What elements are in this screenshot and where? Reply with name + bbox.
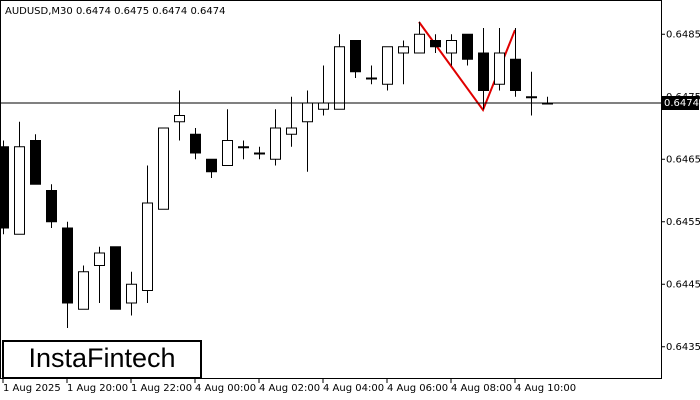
candle-body	[254, 152, 265, 155]
x-tick-label: 4 Aug 10:00	[515, 383, 576, 394]
x-tick-label: 4 Aug 04:00	[323, 383, 384, 394]
candle-body	[446, 40, 457, 54]
candle-body	[222, 140, 233, 166]
candle-body	[110, 246, 121, 310]
candle-body	[430, 40, 441, 48]
candle-body	[142, 202, 153, 291]
candle-body	[318, 102, 329, 110]
candle-body	[14, 146, 25, 235]
candle-body	[270, 127, 281, 160]
candle-body	[30, 140, 41, 185]
y-tick-label: 0.6435	[666, 342, 700, 353]
candle-body	[398, 46, 409, 54]
candle-body	[366, 77, 377, 80]
candle-body	[382, 46, 393, 85]
candle-body	[334, 46, 345, 110]
x-tick-label: 4 Aug 06:00	[387, 383, 448, 394]
plot-frame	[0, 0, 662, 379]
logo: InstaFintech	[28, 343, 175, 373]
x-tick-label: 1 Aug 20:00	[67, 383, 128, 394]
candle-body	[0, 146, 9, 229]
x-tick-label: 4 Aug 08:00	[451, 383, 512, 394]
y-tick-label: 0.6445	[666, 279, 700, 290]
logo-box	[2, 340, 202, 379]
candle-body	[526, 96, 537, 99]
candle-body	[158, 127, 169, 210]
x-tick-label: 4 Aug 02:00	[259, 383, 320, 394]
candle-body	[174, 115, 185, 123]
y-tick-label: 0.6465	[666, 154, 700, 165]
candle-body	[478, 52, 489, 91]
candle-body	[414, 33, 425, 54]
candle-body	[510, 58, 521, 91]
current-price-box	[661, 96, 699, 110]
candle-body	[462, 33, 473, 60]
candle-body	[190, 133, 201, 154]
candle-body	[286, 127, 297, 135]
x-tick-label: 4 Aug 00:00	[195, 383, 256, 394]
y-tick-label: 0.6485	[666, 29, 700, 40]
candle-body	[94, 252, 105, 266]
candle-body	[126, 283, 137, 304]
chart-title: AUDUSD,M30 0.6474 0.6475 0.6474 0.6474	[5, 6, 225, 17]
candle-body	[302, 102, 313, 123]
candle-body	[238, 146, 249, 149]
x-tick-label: 1 Aug 22:00	[131, 383, 192, 394]
candle-body	[350, 40, 361, 73]
current-price-label: 0.6474	[664, 98, 699, 109]
y-tick-label: 0.6455	[666, 217, 700, 228]
candle-body	[46, 190, 57, 223]
candle-body	[62, 227, 73, 304]
candle-body	[206, 158, 217, 173]
x-tick-label: 1 Aug 2025	[3, 383, 61, 394]
candle-body	[494, 52, 505, 85]
candle-body	[78, 271, 89, 310]
